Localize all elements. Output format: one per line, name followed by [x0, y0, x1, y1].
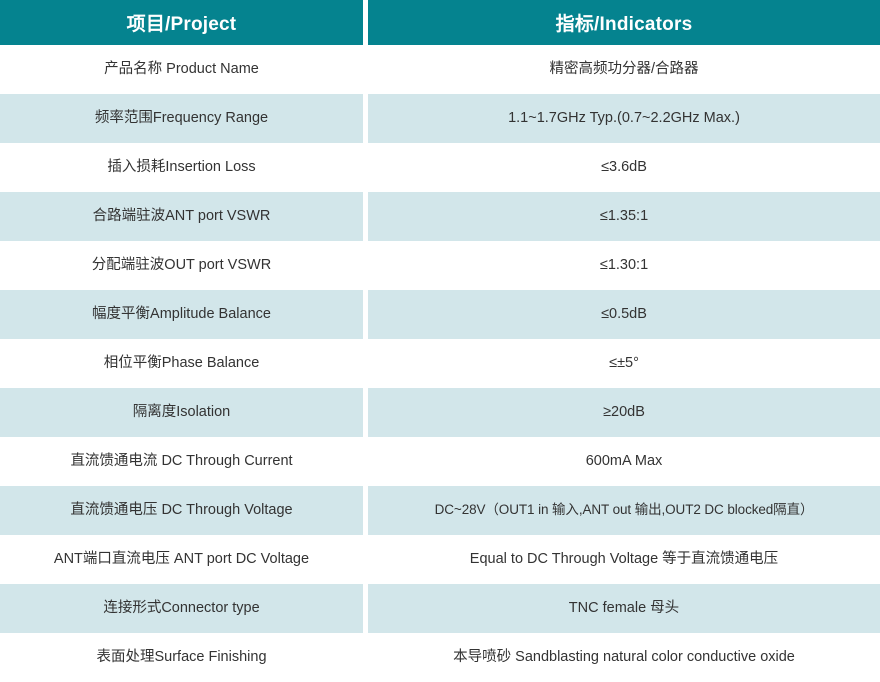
cell-indicator: DC~28V（OUT1 in 输入,ANT out 输出,OUT2 DC blo… [368, 486, 880, 535]
table-row: 连接形式Connector type TNC female 母头 [0, 584, 880, 633]
table-row: 隔离度Isolation ≥20dB [0, 388, 880, 437]
table-row: 直流馈通电压 DC Through Voltage DC~28V（OUT1 in … [0, 486, 880, 535]
cell-indicator: TNC female 母头 [368, 584, 880, 633]
cell-project: ANT端口直流电压 ANT port DC Voltage [0, 535, 363, 584]
cell-indicator: Equal to DC Through Voltage 等于直流馈通电压 [368, 535, 880, 584]
cell-indicator: ≤0.5dB [368, 290, 880, 339]
cell-indicator: ≤3.6dB [368, 143, 880, 192]
cell-project: 产品名称 Product Name [0, 45, 363, 94]
row-column-divider [363, 388, 368, 437]
cell-project: 相位平衡Phase Balance [0, 339, 363, 388]
row-column-divider [363, 241, 368, 290]
row-column-divider [363, 584, 368, 633]
table-row: 幅度平衡Amplitude Balance ≤0.5dB [0, 290, 880, 339]
header-column-divider [363, 0, 368, 45]
row-column-divider [363, 339, 368, 388]
cell-project: 隔离度Isolation [0, 388, 363, 437]
table-row: 直流馈通电流 DC Through Current 600mA Max [0, 437, 880, 486]
cell-indicator: ≤1.30:1 [368, 241, 880, 290]
row-column-divider [363, 45, 368, 94]
cell-project: 表面处理Surface Finishing [0, 633, 363, 682]
row-column-divider [363, 192, 368, 241]
row-column-divider [363, 143, 368, 192]
cell-indicator: ≤±5° [368, 339, 880, 388]
cell-indicator: ≥20dB [368, 388, 880, 437]
table-body: 产品名称 Product Name 精密高频功分器/合路器 频率范围Frequenc… [0, 45, 880, 682]
cell-project: 分配端驻波OUT port VSWR [0, 241, 363, 290]
cell-project: 连接形式Connector type [0, 584, 363, 633]
table-row: 产品名称 Product Name 精密高频功分器/合路器 [0, 45, 880, 94]
table-row: 相位平衡Phase Balance ≤±5° [0, 339, 880, 388]
table-header-row: 项目/Project 指标/Indicators [0, 0, 880, 45]
cell-indicator: 600mA Max [368, 437, 880, 486]
cell-project: 合路端驻波ANT port VSWR [0, 192, 363, 241]
cell-indicator: 精密高频功分器/合路器 [368, 45, 880, 94]
cell-project: 直流馈通电压 DC Through Voltage [0, 486, 363, 535]
row-column-divider [363, 535, 368, 584]
cell-indicator: 本导喷砂 Sandblasting natural color conducti… [368, 633, 880, 682]
table-row: 表面处理Surface Finishing 本导喷砂 Sandblasting n… [0, 633, 880, 682]
cell-project: 直流馈通电流 DC Through Current [0, 437, 363, 486]
row-column-divider [363, 94, 368, 143]
table-row: 频率范围Frequency Range 1.1~1.7GHz Typ.(0.7~2… [0, 94, 880, 143]
row-column-divider [363, 437, 368, 486]
table-row: 合路端驻波ANT port VSWR ≤1.35:1 [0, 192, 880, 241]
table-header: 项目/Project 指标/Indicators [0, 0, 880, 45]
table-row: ANT端口直流电压 ANT port DC Voltage Equal to DC… [0, 535, 880, 584]
table-row: 插入损耗Insertion Loss ≤3.6dB [0, 143, 880, 192]
row-column-divider [363, 486, 368, 535]
cell-project: 插入损耗Insertion Loss [0, 143, 363, 192]
cell-project: 频率范围Frequency Range [0, 94, 363, 143]
cell-indicator: ≤1.35:1 [368, 192, 880, 241]
column-header-project: 项目/Project [0, 0, 363, 45]
row-column-divider [363, 290, 368, 339]
column-header-indicators: 指标/Indicators [368, 0, 880, 45]
cell-indicator: 1.1~1.7GHz Typ.(0.7~2.2GHz Max.) [368, 94, 880, 143]
table-row: 分配端驻波OUT port VSWR ≤1.30:1 [0, 241, 880, 290]
cell-project: 幅度平衡Amplitude Balance [0, 290, 363, 339]
